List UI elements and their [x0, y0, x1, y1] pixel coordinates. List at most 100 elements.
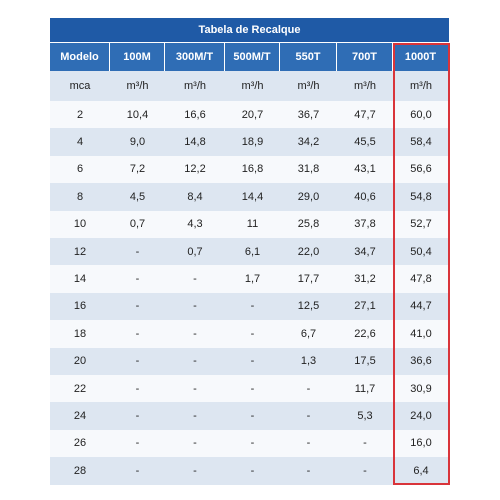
table-cell: 11 [225, 210, 280, 238]
table-cell: 52,7 [393, 210, 449, 238]
table-cell: 0,7 [165, 238, 225, 266]
table-cell: 0,7 [110, 210, 165, 238]
table-cell: 24 [50, 402, 110, 430]
table-cell: 41,0 [393, 320, 449, 348]
table-cell: 16,6 [165, 101, 225, 129]
table-cell: 40,6 [337, 183, 393, 211]
table-cell: 18 [50, 320, 110, 348]
column-header: Modelo [50, 43, 110, 71]
table-cell: 20 [50, 347, 110, 375]
table-cell: 25,8 [280, 210, 337, 238]
table-cell: 11,7 [337, 375, 393, 403]
table-cell: - [225, 292, 280, 321]
table-cell: 2 [50, 101, 110, 129]
table-cell: 37,8 [337, 210, 393, 238]
table-cell: 1,3 [280, 347, 337, 375]
table-cell: 8 [50, 183, 110, 211]
table-cell: 7,2 [110, 155, 165, 184]
unit-cell: m³/h [165, 71, 225, 101]
table-cell: 12,2 [165, 155, 225, 184]
table-cell: - [225, 402, 280, 430]
table-cell: 4,5 [110, 183, 165, 211]
table-cell: 17,7 [280, 265, 337, 293]
table-cell: 4,3 [165, 210, 225, 238]
table-cell: 36,7 [280, 101, 337, 129]
unit-cell: m³/h [225, 71, 280, 101]
table-cell: - [165, 402, 225, 430]
table-cell: - [110, 402, 165, 430]
table-cell: 56,6 [393, 155, 449, 184]
column-header: 700T [337, 43, 393, 71]
unit-cell: m³/h [280, 71, 337, 101]
table-cell: - [165, 292, 225, 321]
table-cell: 4 [50, 128, 110, 156]
table-cell: - [337, 429, 393, 458]
table-cell: 5,3 [337, 402, 393, 430]
table-cell: 50,4 [393, 238, 449, 266]
table-cell: - [225, 429, 280, 458]
table-cell: 14,4 [225, 183, 280, 211]
table-cell: 47,8 [393, 265, 449, 293]
table-cell: 44,7 [393, 292, 449, 321]
table-cell: 14 [50, 265, 110, 293]
column-header: 1000T [393, 43, 449, 71]
table-cell: 6,4 [393, 457, 449, 485]
table-cell: 14,8 [165, 128, 225, 156]
table-cell: 18,9 [225, 128, 280, 156]
table-cell: 12 [50, 238, 110, 266]
table-cell: - [110, 265, 165, 293]
table-cell: 6,1 [225, 238, 280, 266]
table-cell: 6 [50, 155, 110, 184]
table-cell: - [225, 375, 280, 403]
table-cell: 47,7 [337, 101, 393, 129]
table-cell: - [110, 457, 165, 485]
table-cell: - [110, 238, 165, 266]
table-cell: 43,1 [337, 155, 393, 184]
table-cell: - [110, 347, 165, 375]
table-cell: - [280, 429, 337, 458]
table-cell: 28 [50, 457, 110, 485]
table-cell: 22,6 [337, 320, 393, 348]
table-cell: 29,0 [280, 183, 337, 211]
table-cell: - [225, 457, 280, 485]
table-cell: 27,1 [337, 292, 393, 321]
table-cell: 16,8 [225, 155, 280, 184]
table-cell: 6,7 [280, 320, 337, 348]
table-cell: - [110, 320, 165, 348]
table-cell: 31,8 [280, 155, 337, 184]
column-header: 300M/T [165, 43, 225, 71]
table-cell: 16,0 [393, 429, 449, 458]
unit-cell: mca [50, 71, 110, 101]
column-header: 500M/T [225, 43, 280, 71]
table-cell: - [280, 457, 337, 485]
table-cell: 17,5 [337, 347, 393, 375]
table-title: Tabela de Recalque [50, 18, 449, 42]
unit-cell: m³/h [110, 71, 165, 101]
table-cell: 10 [50, 210, 110, 238]
table-cell: - [165, 347, 225, 375]
table-cell: 54,8 [393, 183, 449, 211]
table-cell: 1,7 [225, 265, 280, 293]
table-cell: 58,4 [393, 128, 449, 156]
table-cell: 34,2 [280, 128, 337, 156]
table-cell: 34,7 [337, 238, 393, 266]
table-cell: 12,5 [280, 292, 337, 321]
table-cell: - [110, 375, 165, 403]
table-cell: - [165, 375, 225, 403]
table-cell: - [110, 292, 165, 321]
table-cell: - [110, 429, 165, 458]
table-cell: - [165, 457, 225, 485]
table-cell: - [225, 320, 280, 348]
table-cell: 24,0 [393, 402, 449, 430]
table-cell: 9,0 [110, 128, 165, 156]
unit-cell: m³/h [337, 71, 393, 101]
column-header: 550T [280, 43, 337, 71]
column-header: 100M [110, 43, 165, 71]
table-cell: 26 [50, 429, 110, 458]
table-cell: - [225, 347, 280, 375]
table-cell: 60,0 [393, 101, 449, 129]
table-cell: 22,0 [280, 238, 337, 266]
table-cell: - [337, 457, 393, 485]
table-cell: 10,4 [110, 101, 165, 129]
